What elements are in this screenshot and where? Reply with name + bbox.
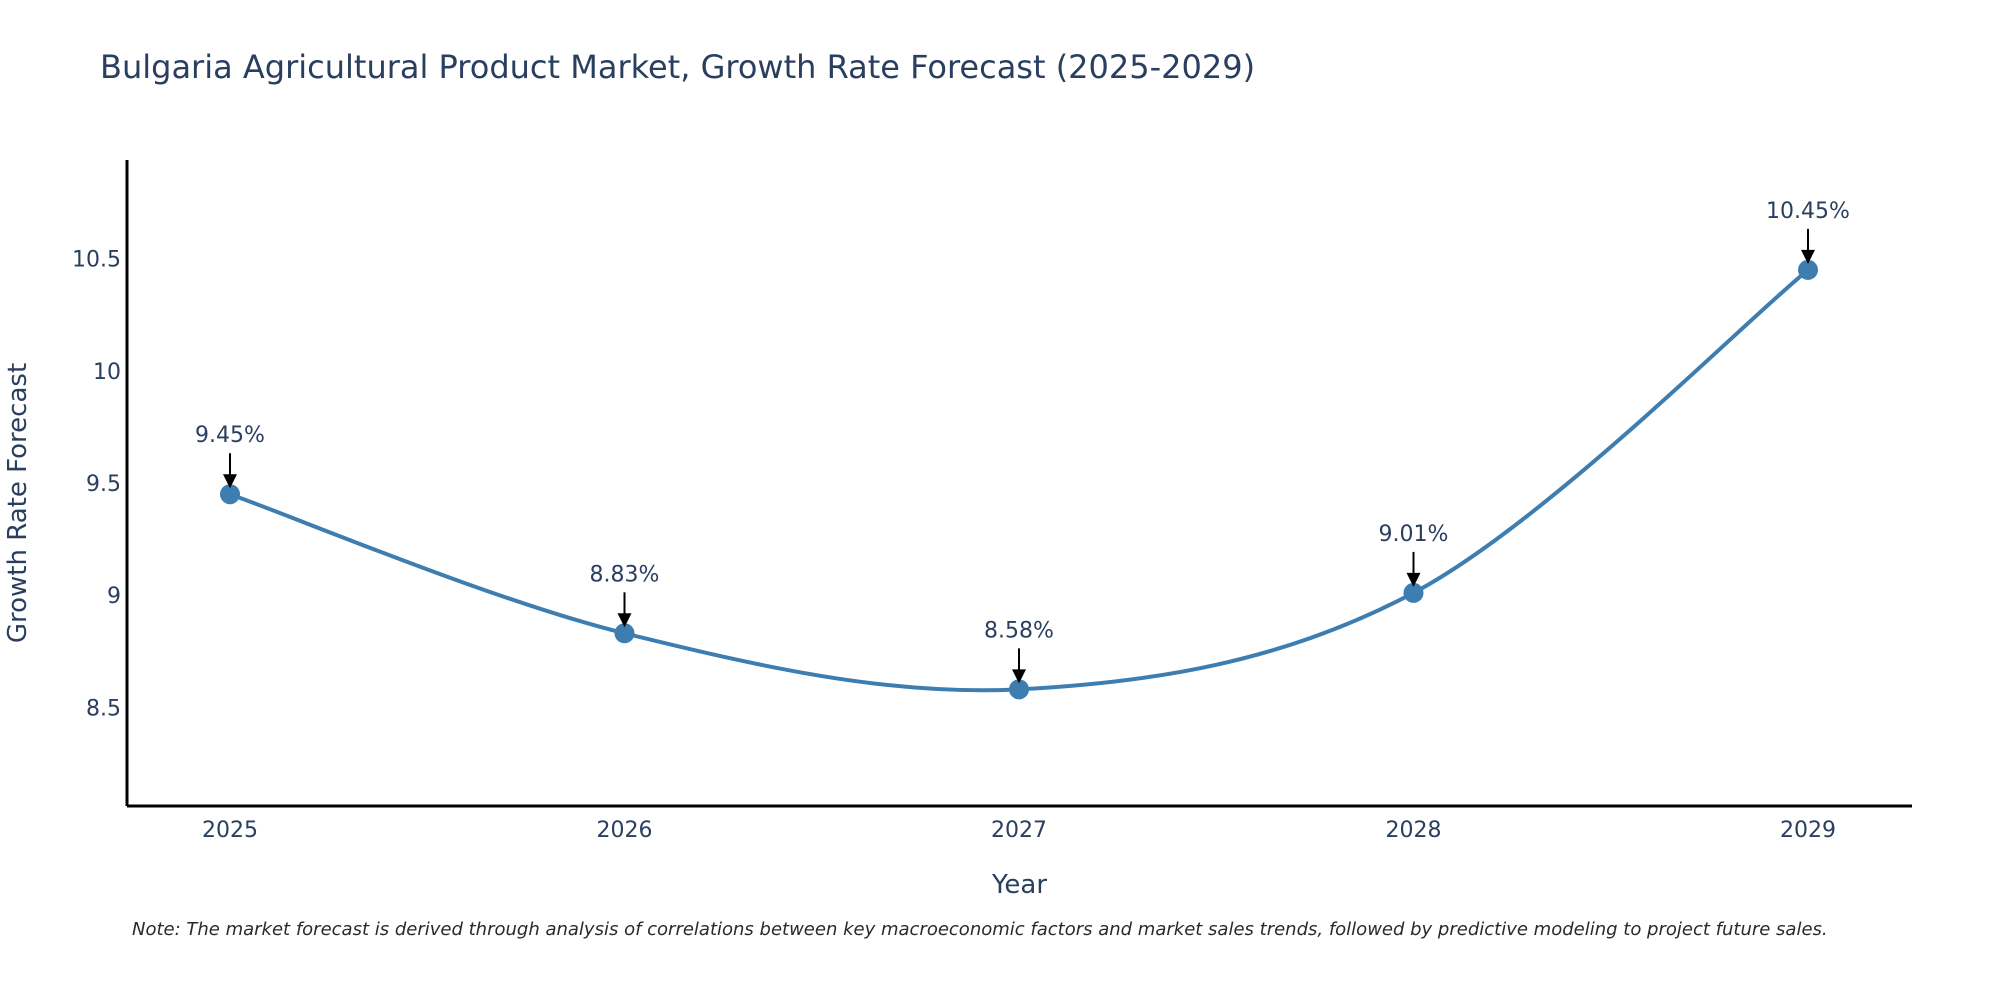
- x-tick-label: 2025: [202, 818, 258, 843]
- y-tick-label: 8.5: [86, 696, 121, 721]
- data-label: 9.45%: [195, 423, 265, 448]
- data-point: [614, 623, 635, 644]
- y-axis-ticks: 8.5 9 9.5 10 10.5: [72, 248, 121, 722]
- y-tick-label: 9.5: [86, 472, 121, 497]
- x-axis-ticks: 2025 2026 2027 2028 2029: [202, 818, 1836, 843]
- data-labels: 9.45% 8.83% 8.58% 9.01% 10.45%: [195, 199, 1850, 684]
- x-axis-title: Year: [991, 870, 1047, 900]
- data-label: 10.45%: [1766, 199, 1850, 224]
- data-point: [1798, 259, 1818, 280]
- data-label: 8.83%: [590, 562, 660, 587]
- x-tick-label: 2026: [597, 818, 653, 843]
- y-tick-label: 10: [93, 360, 121, 385]
- annotation-arrow-head: [1406, 572, 1421, 587]
- data-point: [220, 484, 240, 505]
- data-point: [1403, 582, 1424, 603]
- annotation-arrow-head: [1801, 249, 1815, 264]
- annotation-arrow-head: [223, 474, 237, 489]
- data-point: [1009, 679, 1029, 700]
- data-points: [220, 259, 1818, 700]
- data-label: 8.58%: [984, 618, 1054, 643]
- x-tick-label: 2029: [1780, 818, 1836, 843]
- chart-note: Note: The market forecast is derived thr…: [132, 919, 1828, 940]
- y-tick-label: 9: [107, 584, 121, 609]
- x-tick-label: 2027: [991, 818, 1047, 843]
- chart-title: Bulgaria Agricultural Product Market, Gr…: [100, 48, 1256, 86]
- annotation-arrow-head: [1012, 669, 1026, 684]
- data-label: 9.01%: [1379, 522, 1449, 547]
- annotation-arrow-head: [617, 613, 632, 628]
- x-tick-label: 2028: [1386, 818, 1442, 843]
- y-axis-title: Growth Rate Forecast: [3, 363, 33, 643]
- y-tick-label: 10.5: [72, 248, 121, 273]
